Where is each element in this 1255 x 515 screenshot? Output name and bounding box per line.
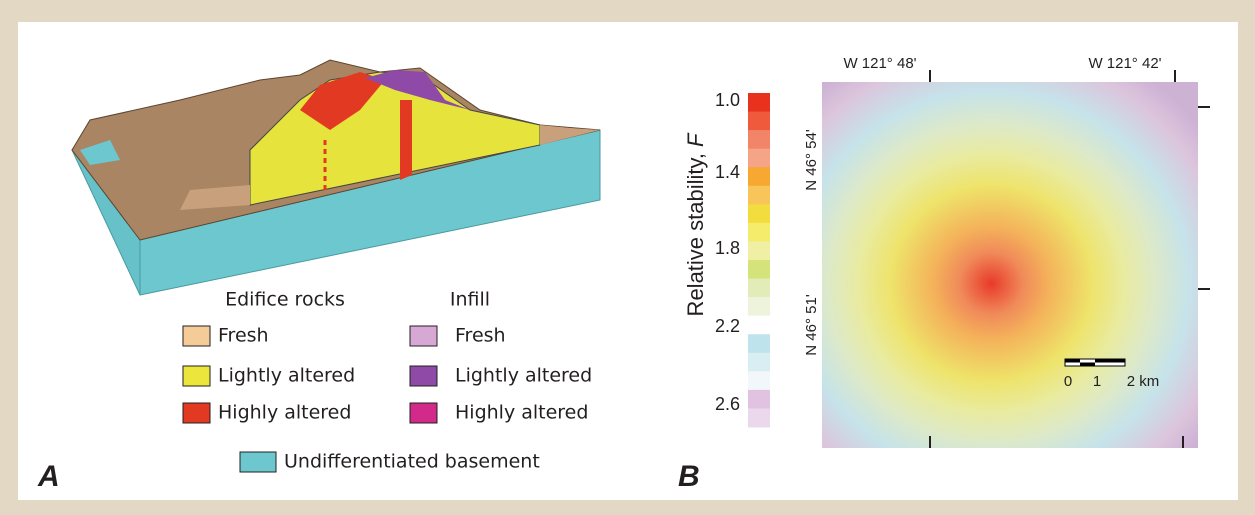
colorbar-segment bbox=[748, 241, 770, 260]
colorbar-segment bbox=[748, 334, 770, 353]
scale-label: 1 bbox=[1093, 373, 1101, 390]
legend-swatch bbox=[183, 366, 210, 386]
legend-swatch bbox=[183, 326, 210, 346]
legend-swatch bbox=[183, 403, 210, 423]
panel-label: A bbox=[37, 460, 60, 493]
colorbar-segment bbox=[748, 279, 770, 298]
colorbar-segment bbox=[748, 408, 770, 427]
legend-group-title: Edifice rocks bbox=[225, 289, 345, 311]
scale-bar bbox=[1065, 359, 1125, 366]
legend-label: Undifferentiated basement bbox=[284, 451, 540, 473]
legend-label: Fresh bbox=[455, 325, 506, 347]
colorbar-tick-label: 2.2 bbox=[715, 316, 740, 336]
legend-swatch bbox=[410, 366, 437, 386]
latitude-label: N 46° 54' bbox=[803, 129, 820, 191]
panel-label: B bbox=[678, 460, 700, 493]
legend-label: Lightly altered bbox=[218, 365, 355, 387]
colorbar-segment bbox=[748, 204, 770, 223]
page: A B Edifice rocks Infill W 121° 48' W 12… bbox=[0, 0, 1255, 515]
latitude-label: N 46° 51' bbox=[803, 294, 820, 356]
colorbar-segment bbox=[748, 260, 770, 279]
figure: A B Edifice rocks Infill W 121° 48' W 12… bbox=[0, 0, 1255, 515]
longitude-label: W 121° 48' bbox=[843, 55, 916, 72]
legend-label: Lightly altered bbox=[455, 365, 592, 387]
colorbar-segment bbox=[748, 371, 770, 390]
map bbox=[822, 82, 1198, 448]
colorbar-segment bbox=[748, 223, 770, 242]
scale-label: 0 bbox=[1064, 373, 1072, 390]
legend-label: Highly altered bbox=[455, 402, 588, 424]
colorbar-tick-label: 1.8 bbox=[715, 238, 740, 258]
legend-label: Fresh bbox=[218, 325, 269, 347]
legend-group-title: Infill bbox=[450, 289, 490, 311]
legend-swatch bbox=[410, 403, 437, 423]
longitude-label: W 121° 42' bbox=[1088, 55, 1161, 72]
legend-swatch bbox=[410, 326, 437, 346]
colorbar-tick-label: 1.0 bbox=[715, 90, 740, 110]
colorbar-title: Relative stability, F bbox=[683, 132, 708, 316]
colorbar-segment bbox=[748, 93, 770, 112]
colorbar-segment bbox=[748, 390, 770, 409]
colorbar-segment bbox=[748, 186, 770, 205]
scale-label: 2 km bbox=[1127, 373, 1160, 390]
colorbar-tick-label: 2.6 bbox=[715, 394, 740, 414]
colorbar-title-text: Relative stability, bbox=[683, 153, 708, 316]
colorbar-segment bbox=[748, 112, 770, 131]
legend-label: Highly altered bbox=[218, 402, 351, 424]
legend-swatch bbox=[240, 452, 276, 472]
colorbar-tick-label: 1.4 bbox=[715, 162, 740, 182]
colorbar-segment bbox=[748, 149, 770, 168]
colorbar-segment bbox=[748, 167, 770, 186]
colorbar-segment bbox=[748, 130, 770, 149]
block-diagram bbox=[72, 60, 600, 295]
colorbar-segment bbox=[748, 316, 770, 335]
colorbar-segment bbox=[748, 353, 770, 372]
colorbar-title-var: F bbox=[683, 132, 708, 147]
colorbar-segment bbox=[748, 297, 770, 316]
